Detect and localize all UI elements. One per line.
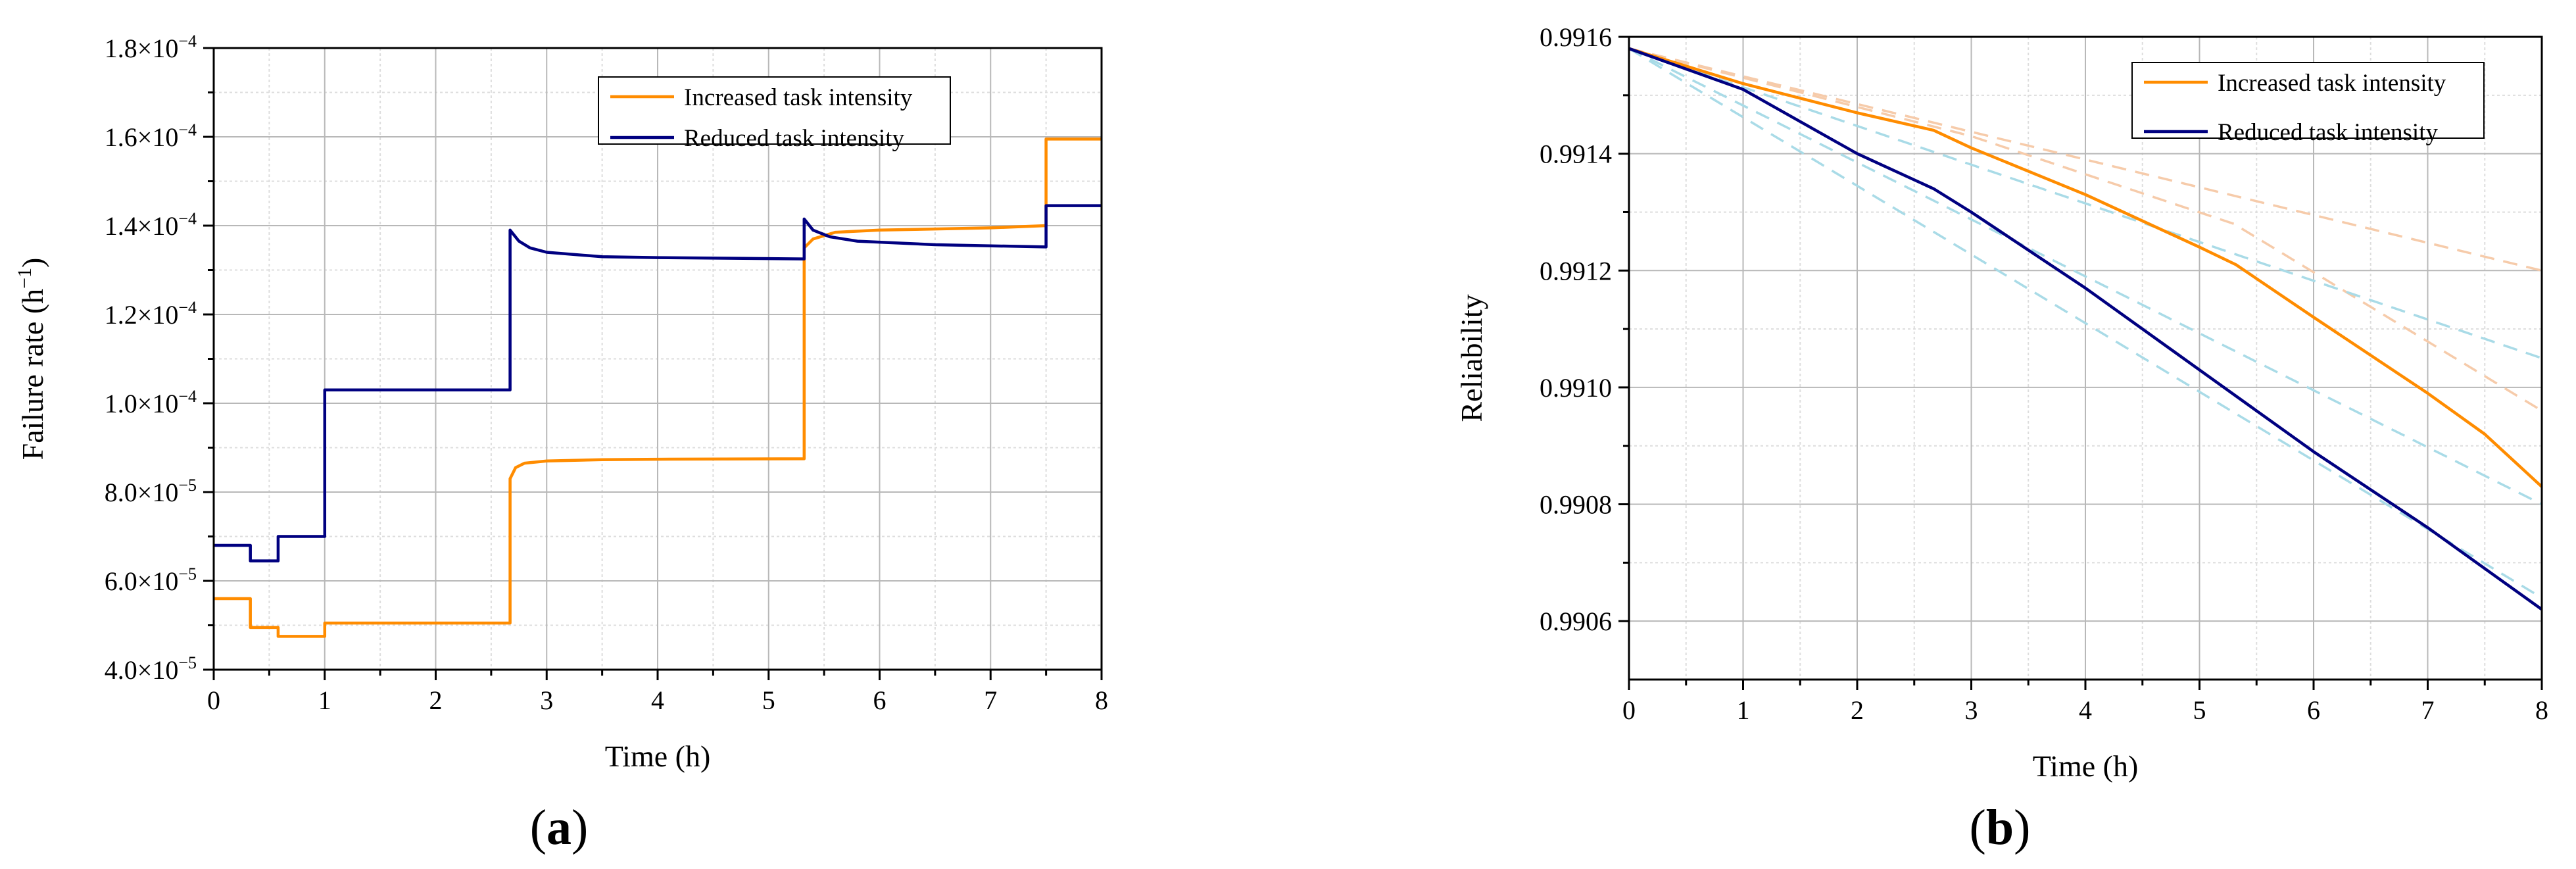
series-line-increased	[1629, 47, 2542, 488]
series-lines	[1629, 47, 2542, 611]
y-tick-label: 8.0×10−5	[105, 476, 197, 507]
series-line-reduced	[1629, 47, 2542, 611]
reference-line	[1629, 47, 2542, 412]
x-tick-label: 3	[540, 685, 553, 715]
x-tick-label: 2	[429, 685, 443, 715]
y-tick-label: 0.9908	[1540, 490, 1612, 520]
y-tick-label: 1.0×10−4	[105, 387, 197, 418]
y-tick-label: 1.2×10−4	[105, 298, 197, 330]
reference-line	[1629, 47, 2542, 360]
y-tick-label: 0.9906	[1540, 607, 1612, 636]
chart-panel-b: 0 1 2 3 4 5 6 7 8 0.9906 0.9908 0.9910 0.9912 0.9914 0…	[1455, 22, 2548, 855]
x-tick-label: 6	[873, 685, 887, 715]
x-tick-label: 7	[2421, 695, 2435, 725]
minor-grid	[1629, 37, 2542, 680]
y-tick-label: 1.6×10−4	[105, 120, 197, 152]
legend-label: Reduced task intensity	[2218, 119, 2438, 146]
x-tick-label: 5	[2193, 695, 2206, 725]
x-tick-label: 6	[2307, 695, 2320, 725]
x-tick-label: 1	[1737, 695, 1750, 725]
series-line-increased	[214, 137, 1102, 638]
x-tick-label: 3	[1965, 695, 1978, 725]
x-tick-label: 0	[207, 685, 220, 715]
legend: Increased task intensity Reduced task int…	[2131, 62, 2485, 146]
legend-box	[2131, 62, 2485, 139]
x-tick-label: 8	[1095, 685, 1108, 715]
x-tick-label: 4	[651, 685, 664, 715]
y-tick-label: 1.4×10−4	[105, 209, 197, 241]
y-tick-label: 6.0×10−5	[105, 564, 197, 596]
panel-label: (b)	[1970, 800, 2031, 855]
reference-line	[1629, 47, 2542, 272]
legend-box	[598, 76, 951, 145]
ticks	[1618, 36, 2543, 690]
series-lines	[214, 137, 1102, 638]
reference-line	[1629, 47, 2542, 599]
x-tick-label: 0	[1622, 695, 1636, 725]
y-tick-label: 0.9912	[1540, 256, 1612, 286]
x-axis-title: Time (h)	[2033, 749, 2139, 783]
y-tick-label: 1.8×10−4	[105, 32, 197, 63]
x-tick-label: 4	[2079, 695, 2092, 725]
series-line-reduced	[214, 204, 1102, 562]
legend-label: Increased task intensity	[2218, 70, 2446, 97]
legend-label: Reduced task intensity	[684, 125, 904, 152]
x-tick-label: 5	[762, 685, 775, 715]
ticks	[203, 47, 1103, 680]
y-tick-label: 0.9910	[1540, 373, 1612, 403]
x-tick-label: 7	[984, 685, 997, 715]
x-tick-label: 2	[1851, 695, 1864, 725]
panel-label: (a)	[530, 800, 589, 855]
y-axis-title: Reliability	[1455, 294, 1488, 422]
x-tick-label: 1	[318, 685, 331, 715]
y-tick-label: 0.9914	[1540, 139, 1612, 169]
x-tick-label: 8	[2535, 695, 2548, 725]
y-axis-title: Failure rate (h−1)	[14, 258, 49, 460]
y-tick-label: 4.0×10−5	[105, 653, 197, 685]
legend-label: Increased task intensity	[684, 84, 913, 111]
reference-lines	[1629, 47, 2542, 599]
x-axis-title: Time (h)	[605, 739, 711, 773]
reference-line	[1629, 47, 2542, 506]
chart-panel-a: 0 1 2 3 4 5 6 7 8 4.0×10−5 6.0×10−5 8.0×10−5 1.0×10−…	[14, 32, 1108, 855]
legend: Increased task intensity Reduced task int…	[598, 76, 951, 152]
y-tick-label: 0.9916	[1540, 22, 1612, 52]
